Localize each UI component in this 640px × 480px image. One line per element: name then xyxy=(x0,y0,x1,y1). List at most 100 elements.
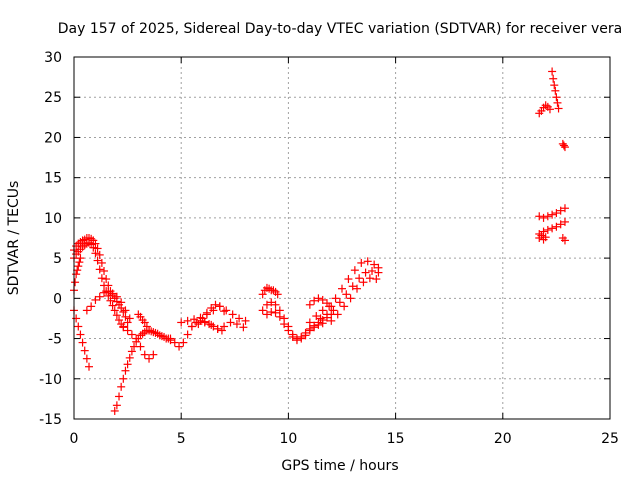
x-tick-label: 5 xyxy=(177,431,186,447)
data-point xyxy=(104,287,113,296)
data-point xyxy=(112,311,121,320)
data-point xyxy=(211,300,220,309)
y-tick-label: 5 xyxy=(53,251,62,267)
data-point xyxy=(545,105,554,114)
data-point xyxy=(95,250,104,259)
data-point xyxy=(271,308,280,317)
data-point xyxy=(318,319,327,328)
data-point xyxy=(170,338,179,347)
data-point xyxy=(100,266,109,275)
data-point xyxy=(110,406,119,415)
data-point xyxy=(361,268,370,277)
data-point xyxy=(340,302,349,311)
y-tick-label: 25 xyxy=(44,90,62,106)
y-axis-label: SDTVAR / TECUs xyxy=(6,181,22,296)
data-point xyxy=(549,74,558,83)
x-tick-label: 25 xyxy=(601,431,619,447)
data-point xyxy=(550,81,559,90)
data-point xyxy=(560,204,569,213)
data-point xyxy=(267,308,276,317)
data-point xyxy=(305,300,314,309)
data-point xyxy=(310,323,319,332)
data-point xyxy=(280,320,289,329)
data-point xyxy=(235,314,244,323)
data-point xyxy=(548,210,557,219)
data-point xyxy=(215,302,224,311)
data-point xyxy=(327,302,336,311)
data-point xyxy=(560,236,569,245)
data-point xyxy=(537,231,546,240)
data-point xyxy=(106,296,115,305)
y-tick-label: 10 xyxy=(44,211,62,227)
data-point xyxy=(539,213,548,222)
data-point xyxy=(179,338,188,347)
x-tick-label: 15 xyxy=(387,431,405,447)
y-tick-label: 20 xyxy=(44,130,62,146)
data-point xyxy=(241,316,250,325)
data-point xyxy=(560,217,569,226)
data-point xyxy=(372,275,381,284)
data-point xyxy=(74,322,83,331)
data-point xyxy=(329,306,338,315)
data-point xyxy=(175,342,184,351)
data-point xyxy=(102,275,111,284)
data-point xyxy=(314,320,323,329)
data-point xyxy=(316,314,325,323)
data-point xyxy=(551,86,560,95)
data-point xyxy=(119,374,128,383)
data-point xyxy=(123,326,132,335)
data-point xyxy=(183,330,192,339)
y-tick-label: 0 xyxy=(53,291,62,307)
data-point xyxy=(145,326,154,335)
data-point xyxy=(222,306,231,315)
x-axis-label: GPS time / hours xyxy=(281,458,398,474)
data-point xyxy=(559,141,568,150)
data-point xyxy=(355,274,364,283)
data-point xyxy=(258,306,267,315)
data-point xyxy=(348,282,357,291)
data-point xyxy=(95,292,104,301)
data-point xyxy=(310,296,319,305)
data-point xyxy=(72,270,81,279)
data-point xyxy=(217,326,226,335)
data-point xyxy=(314,294,323,303)
data-point xyxy=(142,322,151,331)
data-point xyxy=(82,354,91,363)
data-point xyxy=(100,288,109,297)
data-point xyxy=(166,334,175,343)
data-point xyxy=(267,298,276,307)
data-point xyxy=(220,322,229,331)
data-point xyxy=(535,212,544,221)
data-point xyxy=(82,306,91,315)
data-point xyxy=(275,312,284,321)
data-point xyxy=(273,290,282,299)
data-point xyxy=(97,274,106,283)
data-point xyxy=(318,306,327,315)
data-point xyxy=(72,314,81,323)
data-point xyxy=(262,310,271,319)
data-point xyxy=(73,266,82,275)
data-point xyxy=(305,326,314,335)
data-point xyxy=(74,262,83,271)
data-point xyxy=(560,143,569,152)
data-point xyxy=(344,275,353,284)
data-point xyxy=(71,278,80,287)
data-point xyxy=(108,289,117,298)
data-point xyxy=(333,310,342,319)
data-point xyxy=(552,209,561,218)
data-point xyxy=(207,303,216,312)
data-point xyxy=(363,257,372,266)
data-point xyxy=(552,93,561,102)
data-point xyxy=(226,318,235,327)
data-point xyxy=(127,347,136,356)
data-point xyxy=(93,244,102,253)
data-point xyxy=(342,290,351,299)
y-tick-label: -5 xyxy=(48,332,62,348)
data-point xyxy=(194,320,203,329)
data-point xyxy=(183,316,192,325)
data-point xyxy=(121,306,130,315)
data-point xyxy=(187,322,196,331)
data-point xyxy=(258,290,267,299)
data-point xyxy=(108,301,117,310)
data-point xyxy=(95,265,104,274)
